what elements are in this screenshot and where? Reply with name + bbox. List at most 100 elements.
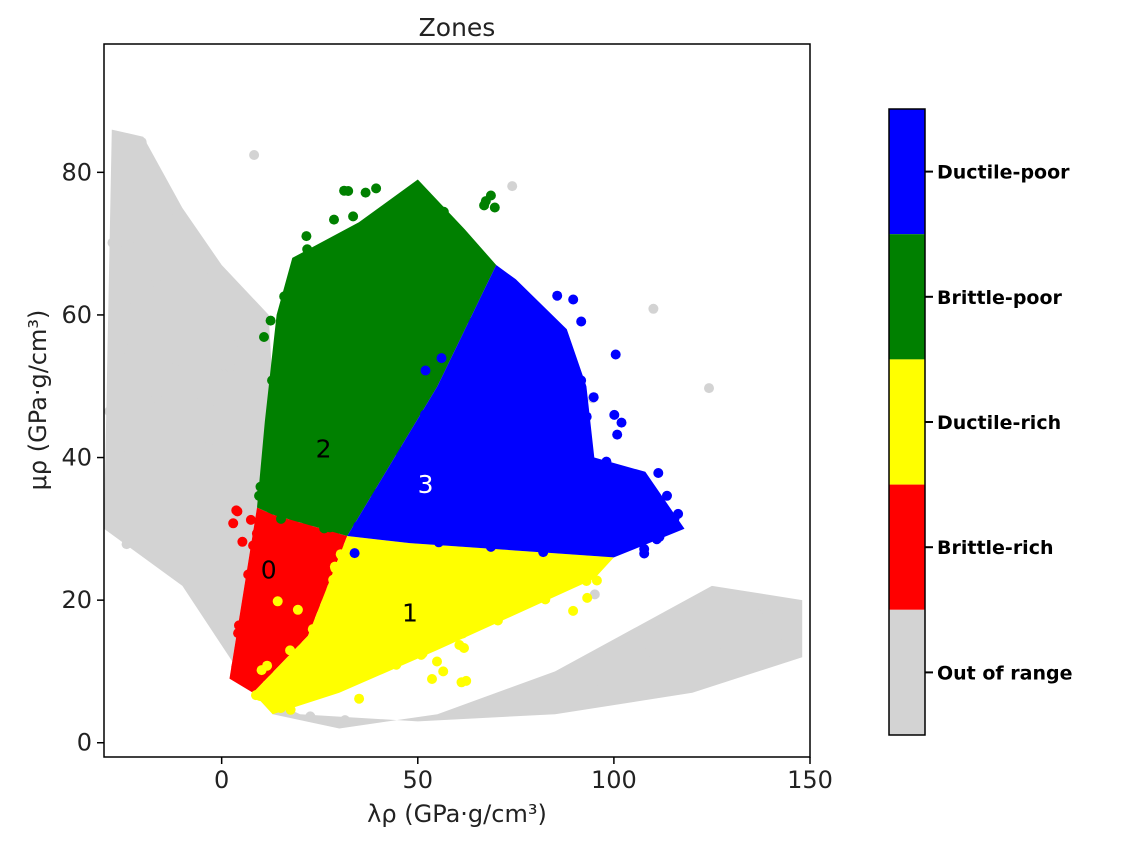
scatter-point-zone-3: [465, 423, 476, 434]
zone-label-1: 1: [402, 598, 418, 627]
scatter-point-zone-1: [336, 594, 347, 605]
scatter-point-zone-2: [401, 295, 411, 306]
scatter-point-zone-1: [354, 693, 365, 704]
scatter-point-zone-2: [391, 239, 402, 250]
scatter-point-zone-2: [428, 206, 439, 216]
scatter-point-zone-2: [301, 231, 312, 242]
scatter-point-zone-0: [246, 624, 257, 635]
scatter-point-zone-2: [340, 350, 351, 361]
scatter-point-zone-2: [365, 321, 376, 332]
scatter-point-out-of-range: [127, 233, 138, 243]
scatter-point-zone-3: [552, 491, 563, 502]
scatter-point-zone-1: [485, 586, 496, 597]
scatter-point-zone-2: [320, 395, 331, 406]
scatter-point-zone-1: [476, 594, 487, 605]
scatter-point-out-of-range: [153, 200, 164, 211]
scatter-point-zone-3: [662, 490, 672, 501]
scatter-point-zone-3: [522, 488, 533, 499]
scatter-point-zone-3: [458, 518, 469, 529]
scatter-point-zone-1: [352, 578, 363, 589]
scatter-point-zone-2: [276, 513, 286, 524]
scatter-point-zone-2: [399, 362, 410, 373]
scatter-point-zone-0: [265, 525, 275, 536]
scatter-point-zone-3: [516, 515, 527, 526]
colorbar-label: Ductile-poor: [937, 162, 1070, 184]
scatter-point-zone-1: [368, 625, 379, 636]
scatter-point-zone-1: [453, 546, 464, 556]
scatter-point-zone-2: [318, 332, 329, 343]
scatter-point-zone-3: [612, 429, 623, 440]
scatter-point-zone-3: [509, 438, 520, 449]
scatter-point-zone-1: [461, 675, 472, 686]
scatter-point-zone-0: [259, 547, 270, 558]
scatter-point-zone-0: [312, 530, 323, 541]
colorbar-legend: Ductile-poor Brittle-poor Ductile-rich Brit…: [888, 108, 1073, 736]
scatter-point-zone-3: [492, 517, 503, 527]
scatter-point-zone-3: [568, 294, 579, 305]
scatter-point-zone-1: [558, 567, 569, 578]
scatter-point-out-of-range: [710, 643, 721, 654]
scatter-point-zone-2: [353, 347, 364, 358]
scatter-point-zone-2: [255, 481, 266, 492]
scatter-point-zone-3: [420, 365, 431, 376]
scatter-point-zone-3: [550, 393, 561, 404]
scatter-point-zone-0: [264, 603, 275, 614]
scatter-point-zone-2: [340, 462, 351, 473]
scatter-point-out-of-range: [727, 589, 738, 600]
scatter-point-zone-1: [416, 649, 427, 660]
scatter-point-zone-2: [479, 200, 490, 211]
scatter-point-zone-1: [418, 626, 429, 637]
scatter-point-zone-1: [370, 549, 381, 560]
scatter-point-zone-3: [483, 410, 494, 421]
scatter-point-zone-1: [439, 611, 450, 621]
scatter-point-out-of-range: [136, 137, 147, 148]
scatter-point-zone-2: [385, 333, 396, 344]
scatter-point-zone-2: [467, 288, 478, 299]
scatter-point-zone-3: [422, 447, 433, 458]
scatter-point-zone-1: [285, 704, 296, 715]
zone-label-0: 0: [261, 556, 277, 585]
y-tick-label: 80: [61, 158, 92, 186]
scatter-point-zone-2: [412, 183, 423, 194]
scatter-point-zone-1: [516, 598, 527, 609]
scatter-point-zone-2: [437, 310, 448, 321]
scatter-point-zone-2: [414, 277, 425, 288]
scatter-point-zone-1: [328, 574, 339, 585]
scatter-point-zone-1: [345, 669, 356, 680]
scatter-point-zone-2: [338, 411, 349, 422]
scatter-point-zone-1: [479, 549, 489, 560]
scatter-point-zone-2: [405, 278, 416, 289]
scatter-point-zone-3: [639, 544, 650, 554]
scatter-point-zone-2: [304, 391, 315, 402]
scatter-point-zone-2: [341, 519, 352, 530]
scatter-point-zone-2: [355, 396, 366, 407]
scatter-point-zone-3: [433, 537, 444, 548]
colorbar-swatch: [889, 359, 925, 485]
scatter-point-zone-1: [334, 662, 345, 673]
out-of-range-region: [104, 129, 803, 729]
scatter-point-zone-2: [288, 339, 299, 350]
scatter-point-zone-1: [459, 643, 469, 653]
scatter-point-zone-2: [308, 290, 319, 301]
scatter-point-zone-1: [391, 659, 402, 670]
scatter-point-zone-2: [259, 332, 269, 342]
scatter-point-zone-3: [583, 541, 594, 552]
scatter-point-zone-3: [501, 428, 512, 439]
scatter-point-zone-1: [403, 577, 414, 588]
scatter-point-zone-2: [348, 441, 359, 452]
scatter-point-zone-3: [467, 388, 478, 399]
scatter-point-zone-1: [381, 658, 392, 669]
scatter-point-zone-0: [280, 631, 291, 642]
scatter-point-zone-2: [272, 490, 283, 501]
scatter-point-zone-3: [654, 531, 665, 542]
scatter-point-zone-2: [342, 322, 353, 333]
scatter-point-zone-2: [371, 183, 382, 194]
scatter-point-zone-3: [349, 548, 360, 559]
x-tick-label: 100: [591, 766, 637, 794]
scatter-point-out-of-range: [752, 609, 763, 620]
scatter-point-zone-2: [291, 391, 302, 402]
scatter-point-out-of-range: [121, 301, 132, 312]
scatter-point-out-of-range: [140, 389, 151, 400]
scatter-point-zone-1: [335, 549, 346, 560]
scatter-point-zone-3: [497, 391, 508, 402]
